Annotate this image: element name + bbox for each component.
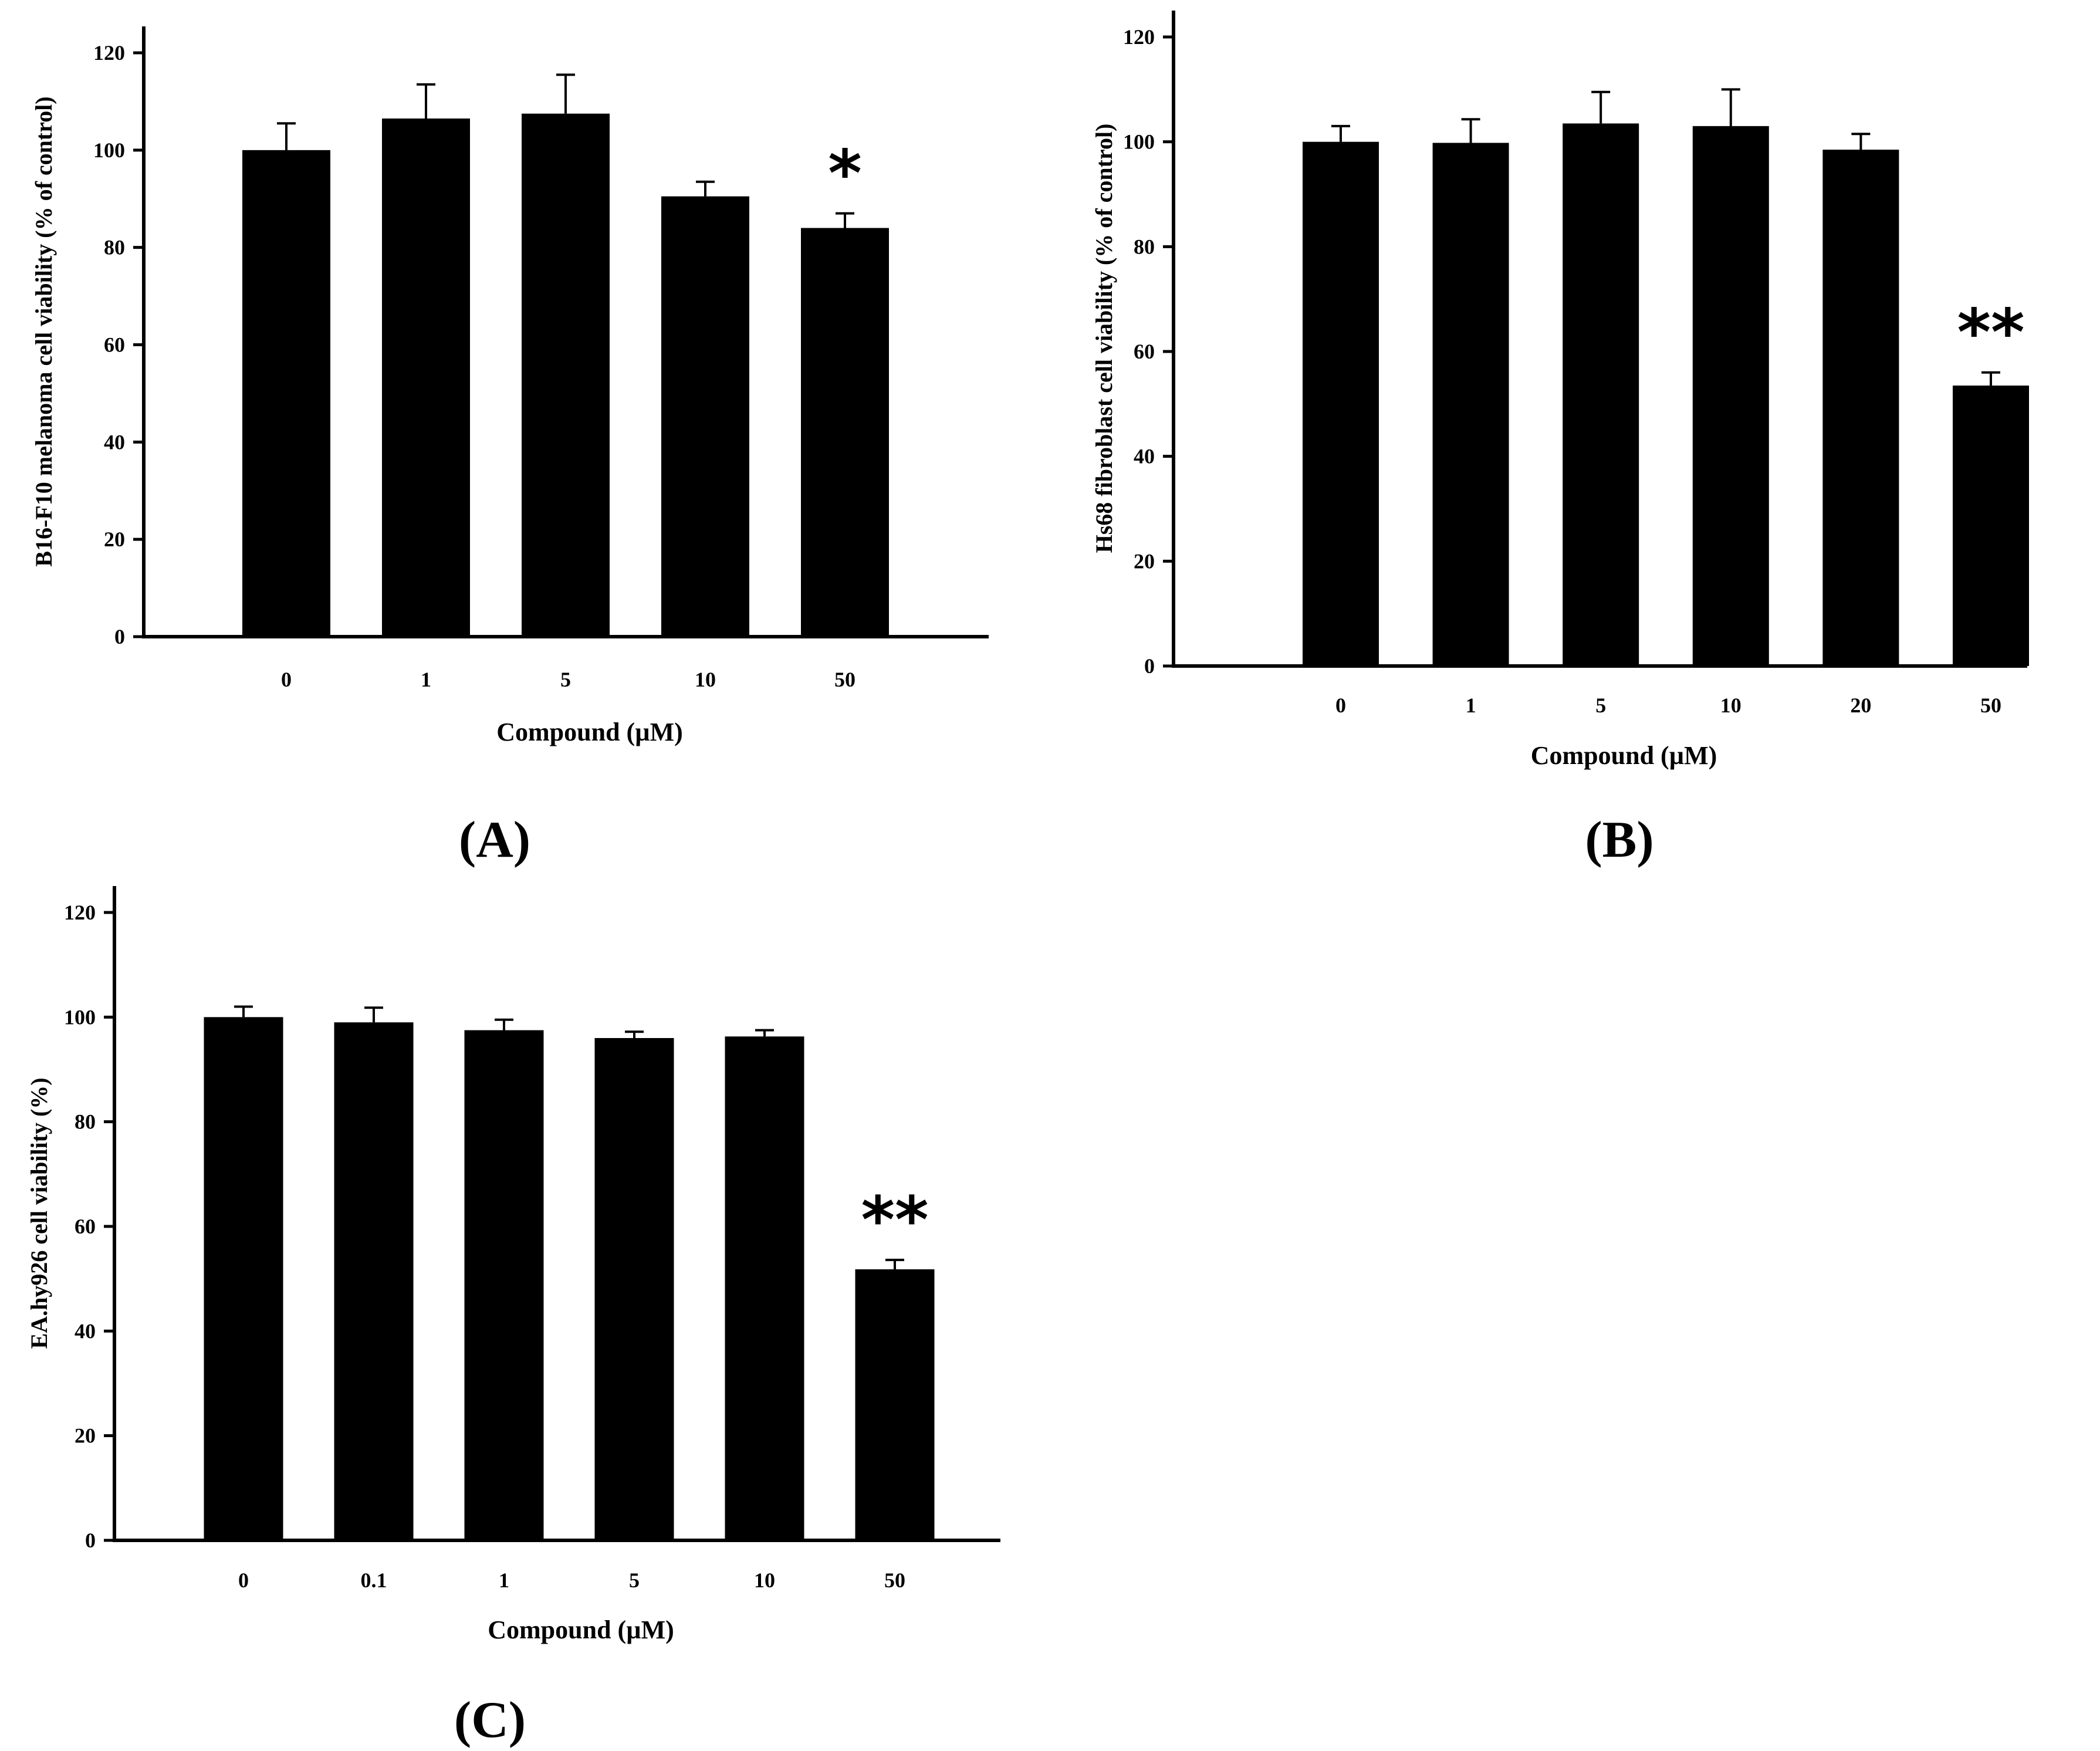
y-tick-label: 80 xyxy=(75,1110,96,1134)
x-tick-label: 10 xyxy=(754,1569,775,1592)
panel-label: (B) xyxy=(1585,812,1653,868)
x-tick-label: 1 xyxy=(1466,694,1476,717)
x-tick-label: 0 xyxy=(281,668,292,691)
x-axis-title: Compound (µM) xyxy=(496,718,683,746)
y-tick-label: 60 xyxy=(75,1215,96,1238)
bar xyxy=(725,1036,804,1540)
significance-mark: ** xyxy=(861,1182,928,1258)
chart-panel-a: 0 20 40 60 80 100 120 0 1 5 10 50 * Compound (µM) B16-… xyxy=(31,26,989,868)
bar xyxy=(594,1038,674,1540)
bar xyxy=(382,118,470,637)
y-tick-label: 40 xyxy=(1134,445,1155,468)
bar xyxy=(1822,150,1899,667)
x-tick-label: 1 xyxy=(499,1569,509,1592)
y-tick-label: 80 xyxy=(104,236,125,259)
y-tick-label: 100 xyxy=(93,138,125,162)
x-tick-label: 5 xyxy=(629,1569,640,1592)
y-tick-label: 40 xyxy=(75,1319,96,1343)
bar xyxy=(334,1022,414,1540)
panel-label: (A) xyxy=(459,812,530,868)
bar xyxy=(1303,141,1379,666)
x-tick-label: 5 xyxy=(560,668,571,691)
bar xyxy=(522,113,610,637)
bar xyxy=(1953,386,2029,666)
bar xyxy=(1692,126,1769,666)
y-tick-label: 20 xyxy=(75,1424,96,1448)
x-tick-label: 5 xyxy=(1595,694,1606,717)
x-tick-label: 0 xyxy=(238,1569,249,1592)
y-tick-label: 0 xyxy=(85,1529,96,1552)
y-tick-label: 40 xyxy=(104,430,125,454)
x-tick-label: 0 xyxy=(1335,694,1346,717)
x-axis-title: Compound (µM) xyxy=(488,1615,674,1644)
x-tick-label: 0.1 xyxy=(361,1569,387,1592)
x-tick-label: 50 xyxy=(884,1569,905,1592)
y-tick-label: 0 xyxy=(114,625,125,648)
y-tick-label: 0 xyxy=(1144,654,1155,678)
bar xyxy=(855,1269,935,1540)
y-tick-label: 120 xyxy=(64,901,96,924)
y-tick-label: 120 xyxy=(1123,25,1155,49)
x-tick-label: 10 xyxy=(1720,694,1741,717)
y-tick-label: 60 xyxy=(104,333,125,357)
bar xyxy=(1432,143,1509,666)
significance-mark: ** xyxy=(1957,295,2024,370)
x-tick-label: 50 xyxy=(1980,694,2001,717)
y-tick-label: 120 xyxy=(93,41,125,65)
bar xyxy=(242,150,330,637)
y-tick-label: 80 xyxy=(1134,235,1155,258)
panel-label: (C) xyxy=(454,1692,526,1749)
y-tick-label: 20 xyxy=(104,528,125,551)
chart-panel-c: 0 20 40 60 80 100 120 0 0.1 1 5 10 50 ** Compound (µM)… xyxy=(26,886,1000,1749)
bar xyxy=(1563,123,1639,666)
y-axis-title: EA.hy926 cell viability (%) xyxy=(26,1077,52,1348)
bar xyxy=(801,228,889,637)
y-tick-label: 60 xyxy=(1134,340,1155,363)
bar xyxy=(464,1030,544,1540)
chart-panel-b: 0 20 40 60 80 100 120 0 1 5 10 20 50 ** Compound (µM) H… xyxy=(1091,11,2029,868)
y-tick-label: 100 xyxy=(64,1005,96,1029)
x-tick-label: 50 xyxy=(834,668,855,691)
bar xyxy=(661,196,749,637)
x-tick-label: 1 xyxy=(421,668,431,691)
y-tick-label: 20 xyxy=(1134,549,1155,573)
x-tick-label: 20 xyxy=(1850,694,1871,717)
significance-mark: * xyxy=(828,136,862,211)
y-axis-title: B16-F10 melanoma cell viability (% of co… xyxy=(31,96,57,566)
x-tick-label: 10 xyxy=(695,668,716,691)
y-tick-label: 100 xyxy=(1123,130,1155,154)
bar xyxy=(204,1017,283,1540)
x-axis-title: Compound (µM) xyxy=(1531,741,1717,770)
y-axis-title: Hs68 fibroblast cell viability (% of con… xyxy=(1091,124,1117,553)
